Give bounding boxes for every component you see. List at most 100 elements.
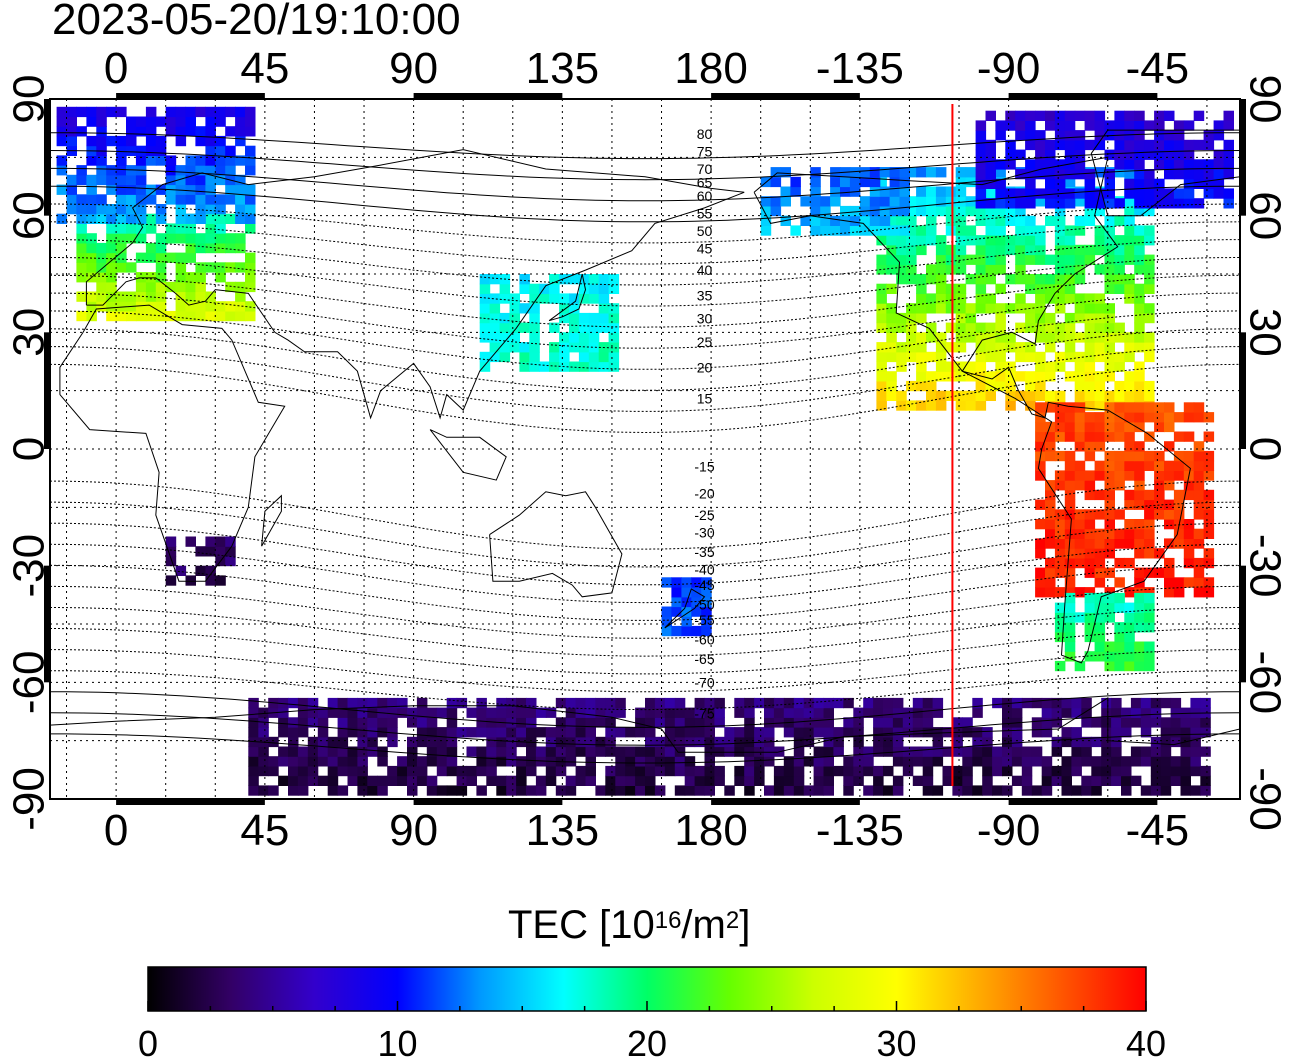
- tec-cell: [876, 293, 887, 304]
- tec-cell: [790, 225, 801, 236]
- tec-cell: [1124, 178, 1135, 189]
- tec-cell: [479, 332, 491, 343]
- tec-cell: [1084, 489, 1096, 501]
- tec-cell: [945, 205, 957, 217]
- tec-cell: [926, 167, 937, 178]
- tec-cell: [803, 707, 815, 718]
- tec-cell: [1114, 509, 1125, 520]
- tec-cell: [456, 775, 468, 786]
- tec-cell: [165, 165, 177, 176]
- tec-cell: [892, 717, 904, 728]
- tec-cell: [578, 283, 590, 294]
- tec-cell: [724, 746, 735, 757]
- tec-cell: [783, 775, 795, 786]
- tec-cell: [1054, 538, 1066, 549]
- tec-cell: [1035, 332, 1046, 343]
- tec-cell: [215, 233, 226, 244]
- tec-cell: [476, 717, 487, 728]
- tec-cell: [245, 204, 256, 215]
- tec-cell: [1134, 110, 1145, 121]
- tec-cell: [539, 293, 550, 304]
- tec-cell: [297, 707, 309, 718]
- tec-cell: [833, 697, 844, 709]
- tec-cell: [1094, 651, 1106, 662]
- tec-cell: [783, 727, 795, 738]
- tec-cell: [1134, 149, 1145, 160]
- tec-cell: [327, 775, 339, 786]
- tec-cell: [116, 135, 127, 147]
- tec-cell: [1035, 139, 1046, 151]
- tec-cell: [565, 736, 577, 748]
- tec-cell: [1054, 519, 1066, 530]
- tec-cell: [1124, 519, 1135, 530]
- tec-cell: [1054, 470, 1066, 481]
- tec-cell: [1114, 380, 1125, 392]
- tec-cell: [106, 106, 117, 118]
- tec-cell: [1114, 215, 1125, 226]
- tec-cell: [995, 235, 1006, 246]
- tec-cell: [1025, 169, 1036, 180]
- tec-cell: [1051, 746, 1063, 757]
- tec-cell: [1084, 519, 1096, 530]
- tec-cell: [145, 223, 157, 234]
- tec-cell: [1054, 235, 1066, 246]
- tec-cell: [578, 293, 590, 304]
- tec-cell: [790, 186, 801, 197]
- tec-cell: [694, 717, 706, 728]
- tec-cell: [889, 176, 901, 188]
- tec-cell: [215, 165, 226, 176]
- tec-cell: [1064, 351, 1076, 363]
- tec-cell: [1064, 538, 1076, 549]
- tec-cell: [1035, 548, 1046, 559]
- tec-cell: [235, 116, 246, 127]
- tec-cell: [1154, 130, 1165, 141]
- tec-cell: [645, 697, 656, 709]
- tec-cell: [1114, 577, 1125, 588]
- tec-cell: [906, 303, 917, 314]
- tec-cell: [155, 135, 167, 147]
- tec-cell: [1104, 274, 1115, 285]
- tec-cell: [1150, 697, 1162, 709]
- tec-cell: [955, 254, 967, 265]
- tec-cell: [1015, 110, 1026, 121]
- tec-cell: [1183, 402, 1195, 413]
- tec-cell: [1180, 727, 1191, 738]
- tec-cell: [1064, 130, 1076, 141]
- tec-cell: [1150, 707, 1162, 718]
- bottom-lon-tick-label: 45: [240, 806, 289, 855]
- tec-cell: [1074, 303, 1086, 314]
- magnetic-latitude-contour: [50, 480, 1240, 550]
- tec-cell: [664, 736, 676, 748]
- tec-cell: [367, 727, 378, 738]
- tec-cell: [754, 727, 765, 738]
- tec-cell: [770, 167, 782, 178]
- tec-cell: [1094, 312, 1106, 324]
- tec-cell: [499, 351, 511, 363]
- tec-cell: [185, 223, 196, 234]
- tec-cell: [1114, 283, 1125, 294]
- map-title: 2023-05-20/19:10:00: [52, 0, 461, 44]
- tec-cell: [76, 126, 87, 137]
- tec-cell: [793, 727, 805, 738]
- tec-cell: [985, 342, 996, 353]
- tec-cell: [1015, 235, 1026, 246]
- tec-cell: [1144, 188, 1155, 199]
- tec-cell: [1015, 254, 1026, 265]
- tec-cell: [694, 775, 706, 786]
- tec-cell: [896, 390, 907, 401]
- tec-cell: [744, 736, 755, 748]
- tec-cell: [175, 194, 187, 205]
- tec-cell: [145, 242, 157, 254]
- tec-cell: [724, 785, 735, 796]
- tec-cell: [1183, 538, 1195, 549]
- tec-cell: [1094, 631, 1106, 643]
- tec-cell: [155, 281, 167, 293]
- tec-cell: [654, 765, 666, 777]
- tec-cell: [906, 400, 917, 411]
- tec-cell: [135, 233, 147, 244]
- tec-cell: [935, 186, 947, 197]
- tec-cell: [701, 596, 712, 608]
- tec-cell: [1045, 342, 1056, 353]
- tec-cell: [1124, 283, 1135, 294]
- tec-cell: [1084, 139, 1096, 151]
